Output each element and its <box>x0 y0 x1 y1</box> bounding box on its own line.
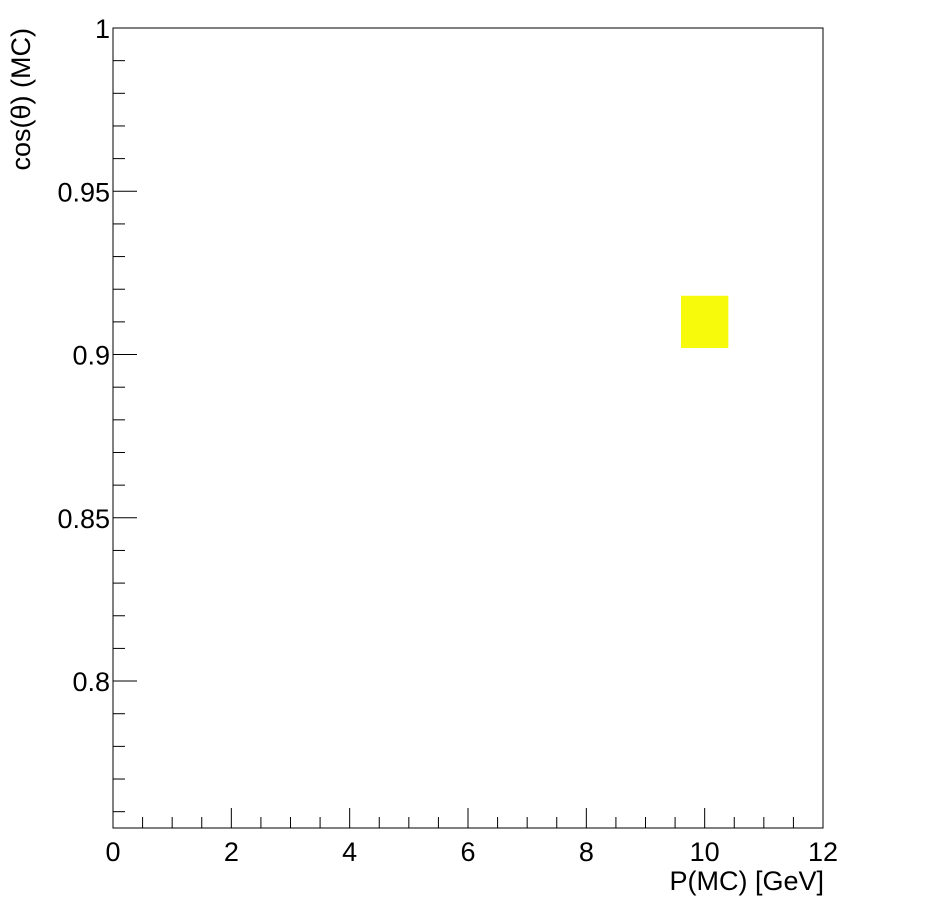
x-tick-label: 4 <box>342 837 357 867</box>
x-tick-label: 2 <box>224 837 239 867</box>
x-tick-label: 12 <box>808 837 838 867</box>
y-tick-label: 0.8 <box>72 667 110 697</box>
x-tick-label: 0 <box>105 837 120 867</box>
y-axis-title: cos(θ) (MC) <box>6 28 36 171</box>
y-tick-label: 0.9 <box>72 341 110 371</box>
y-tick-label: 1 <box>95 14 110 44</box>
y-axis-ticks <box>113 27 137 813</box>
x-axis-ticks <box>112 808 824 828</box>
heatmap-cell-0 <box>681 295 729 348</box>
x-axis-title: P(MC) [GeV] <box>669 866 824 896</box>
y-tick-label: 0.95 <box>57 177 110 207</box>
x-tick-label: 8 <box>579 837 594 867</box>
x-axis-tick-labels: 0 2 4 6 8 10 12 <box>105 837 838 867</box>
y-tick-label: 0.85 <box>57 504 110 534</box>
x-tick-label: 6 <box>460 837 475 867</box>
plot-frame-rect <box>112 27 824 829</box>
heatmap-cells <box>681 295 729 348</box>
y-axis-tick-labels: 0.8 0.85 0.9 0.95 1 <box>57 14 110 697</box>
plot-frame <box>112 27 824 829</box>
x-tick-label: 10 <box>690 837 720 867</box>
